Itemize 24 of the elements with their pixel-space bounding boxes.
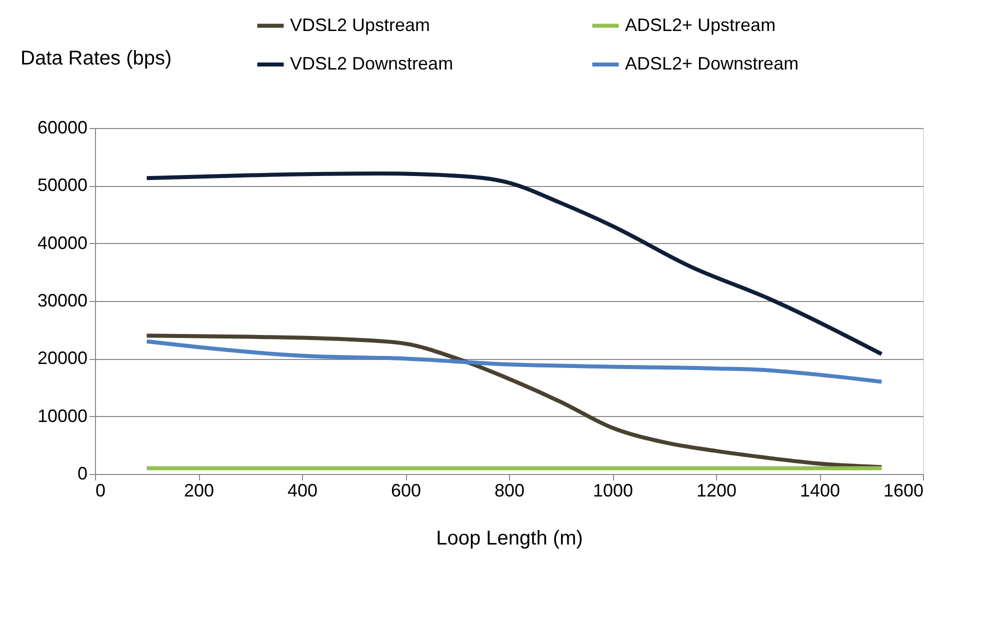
x-tick-label: 0 bbox=[96, 480, 106, 500]
legend-label: ADSL2+ Upstream bbox=[625, 14, 776, 35]
y-tick-label: 0 bbox=[77, 464, 88, 484]
y-tick-label: 40000 bbox=[37, 232, 88, 253]
x-tick-label: 400 bbox=[287, 480, 318, 500]
legend-label: VDSL2 Downstream bbox=[290, 54, 454, 74]
y-tick-label: 30000 bbox=[37, 290, 88, 310]
line-series bbox=[144, 339, 884, 384]
line-series bbox=[144, 172, 884, 356]
legend-label: VDSL2 Upstream bbox=[290, 14, 430, 35]
x-tick-label: 200 bbox=[184, 480, 214, 500]
x-tick-label: 1200 bbox=[696, 480, 737, 500]
y-tick-label: 10000 bbox=[37, 406, 88, 426]
x-tick-label: 800 bbox=[494, 480, 525, 500]
y-axis-title: Data Rates (bps) bbox=[20, 48, 172, 70]
x-axis-title: Loop Length (m) bbox=[436, 528, 583, 550]
x-tick-label: 1400 bbox=[800, 480, 840, 500]
y-tick-label: 20000 bbox=[37, 348, 88, 368]
x-tick-label: 600 bbox=[390, 480, 422, 500]
y-tick-label: 60000 bbox=[37, 118, 88, 138]
legend-label: ADSL2+ Downstream bbox=[625, 54, 799, 74]
x-tick-label: 1600 bbox=[883, 480, 924, 500]
x-tick-label: 1000 bbox=[592, 480, 634, 500]
y-tick-label: 50000 bbox=[37, 175, 88, 196]
